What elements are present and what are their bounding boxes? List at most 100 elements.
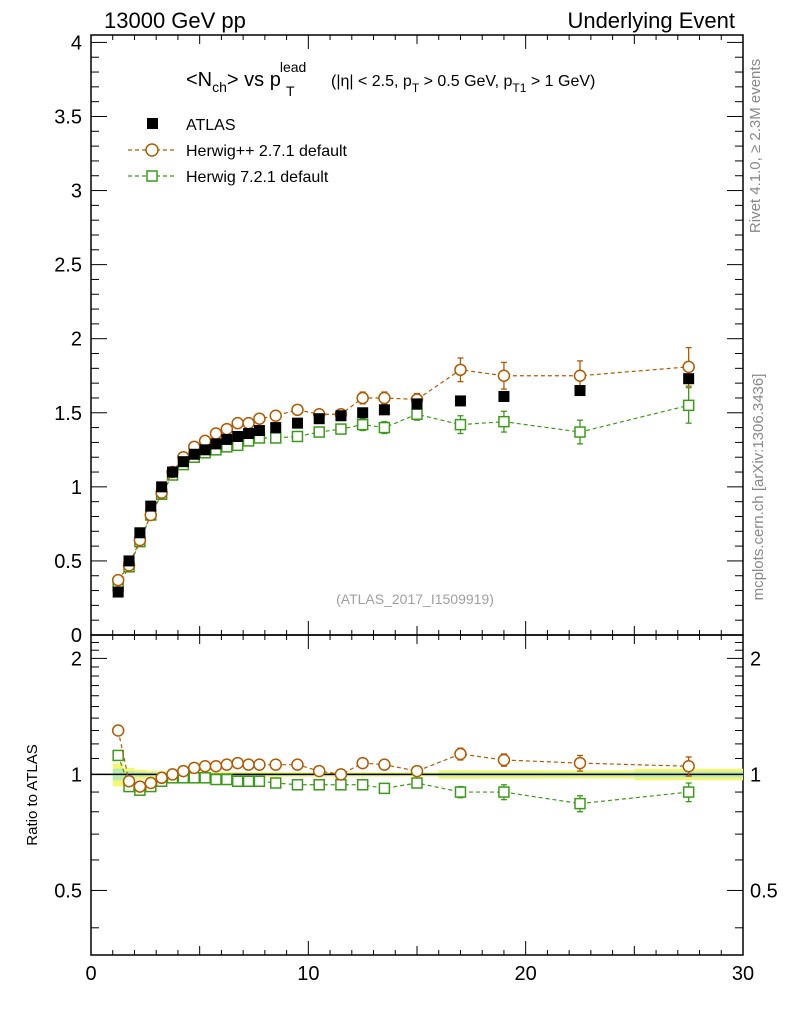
header-beam-label: 13000 GeV pp — [104, 8, 246, 33]
y-tick-label: 4 — [71, 32, 82, 54]
ratio-herwigpp-point — [198, 760, 212, 773]
herwig7-point — [411, 408, 423, 421]
herwig7-point — [378, 421, 391, 434]
atlas-point — [188, 448, 200, 460]
ratio-herwig7-point — [682, 786, 695, 798]
ratio-y-tick-label: 2 — [71, 648, 82, 670]
ratio-herwig7-point — [253, 775, 266, 788]
atlas-point — [221, 433, 233, 445]
ratio-herwigpp-point — [356, 756, 369, 770]
atlas-point — [156, 481, 168, 493]
herwigpp-point — [242, 416, 255, 430]
legend-herwigpp-label: Herwig++ 2.7.1 default — [186, 143, 348, 160]
ratio-herwig7-point — [378, 782, 391, 795]
legend-herwig7-label: Herwig 7.2.1 default — [186, 169, 329, 186]
main-plot: 0 0.5 1 1.5 2 2.5 3 3.5 4 — [54, 32, 744, 647]
ratio-herwigpp-point — [269, 758, 282, 771]
atlas-point — [123, 555, 135, 567]
y-tick-label: 2.5 — [54, 255, 82, 277]
atlas-point — [357, 407, 369, 419]
herwigpp-point — [454, 363, 467, 377]
y-tick-label: 3.5 — [54, 106, 82, 128]
x-tick-label: 0 — [85, 963, 96, 985]
herwig7-point — [356, 418, 369, 431]
atlas-point — [313, 413, 325, 425]
ratio-herwig7-point — [313, 779, 325, 791]
atlas-point — [177, 456, 189, 468]
title-nch: <N — [186, 69, 212, 91]
ratio-herwigpp-point — [231, 756, 244, 770]
herwigpp-point — [497, 369, 511, 382]
legend-atlas-label: ATLAS — [186, 117, 236, 134]
herwig7-point — [269, 432, 282, 444]
herwigpp-point — [573, 369, 587, 382]
atlas-point — [270, 422, 282, 434]
ratio-herwigpp-point — [410, 764, 424, 778]
ratio-herwig7-point — [454, 786, 467, 798]
title-pt-sub: T — [286, 83, 295, 99]
ratio-herwigpp-point — [291, 758, 304, 771]
herwig7-point — [682, 399, 695, 412]
atlas-point — [253, 425, 265, 437]
ratio-herwig7-point — [291, 779, 304, 791]
ratio-herwigpp-point — [209, 760, 223, 773]
ratio-herwig7-point — [574, 797, 586, 810]
ratio-herwigpp-point — [242, 758, 255, 771]
ratio-plot: 0 10 20 30 0.5 0.5 1 1 2 2 — [54, 634, 778, 985]
y-tick-label: 2 — [71, 329, 82, 351]
herwig7-point — [498, 415, 510, 428]
ratio-herwigpp-point — [378, 758, 391, 771]
title-vs: > vs p — [227, 69, 281, 91]
ratio-herwigpp-point — [122, 775, 136, 788]
atlas-point — [112, 586, 124, 598]
atlas-point — [210, 438, 222, 450]
atlas-point — [291, 417, 303, 429]
ratio-herwig7-point — [188, 772, 200, 784]
herwigpp-point — [253, 412, 266, 425]
atlas-point — [232, 430, 244, 442]
rivet-version-label: Rivet 4.1.0, ≥ 2.3M events — [747, 59, 764, 233]
ratio-y-tick-label-right: 0.5 — [750, 880, 778, 902]
atlas-point — [134, 527, 146, 539]
ratio-herwigpp-point — [454, 747, 467, 761]
herwig7-point — [335, 423, 347, 435]
ratio-herwig7-point — [221, 773, 233, 786]
herwig7-point — [454, 418, 467, 431]
mcplots-label: mcplots.cern.ch [arXiv:1306.3436] — [750, 374, 767, 601]
x-tick-label: 10 — [297, 963, 319, 985]
herwigpp-point — [378, 391, 391, 405]
ratio-ylabel: Ratio to ATLAS — [24, 744, 41, 845]
atlas-point — [167, 466, 178, 478]
y-tick-label: 0 — [71, 625, 82, 647]
ratio-y-tick-label-right: 2 — [750, 648, 761, 670]
ratio-herwigpp-point — [187, 761, 201, 775]
herwigpp-point — [269, 409, 282, 422]
herwigpp-point — [209, 427, 223, 440]
title-cut1-sub: T — [412, 81, 420, 95]
ratio-herwigpp-point — [220, 758, 234, 771]
title-cut2-sub: T1 — [512, 81, 526, 95]
atlas-point — [335, 410, 347, 422]
ratio-herwig7-point — [269, 777, 282, 789]
ratio-herwigpp-point — [334, 768, 348, 781]
legend-herwigpp-marker — [145, 143, 159, 157]
ratio-herwigpp-point — [312, 764, 326, 778]
title-cut1: (|η| < 2.5, p — [331, 73, 412, 90]
atlas-point — [454, 395, 466, 407]
herwigpp-point — [231, 416, 244, 430]
herwig7-point — [291, 430, 304, 443]
atlas-point — [498, 390, 510, 402]
header-analysis-label: Underlying Event — [567, 8, 735, 33]
herwig7-point — [313, 426, 325, 438]
ratio-herwigpp-point — [166, 768, 179, 781]
ratio-frame — [90, 634, 744, 956]
herwigpp-line — [117, 366, 689, 581]
atlas-point — [243, 428, 255, 440]
herwigpp-point — [682, 360, 695, 374]
x-tick-label: 30 — [732, 963, 754, 985]
atlas-point — [411, 398, 423, 410]
y-tick-label: 1.5 — [54, 403, 82, 425]
herwigpp-point — [291, 403, 304, 417]
title-pt-sup: lead — [280, 59, 306, 75]
